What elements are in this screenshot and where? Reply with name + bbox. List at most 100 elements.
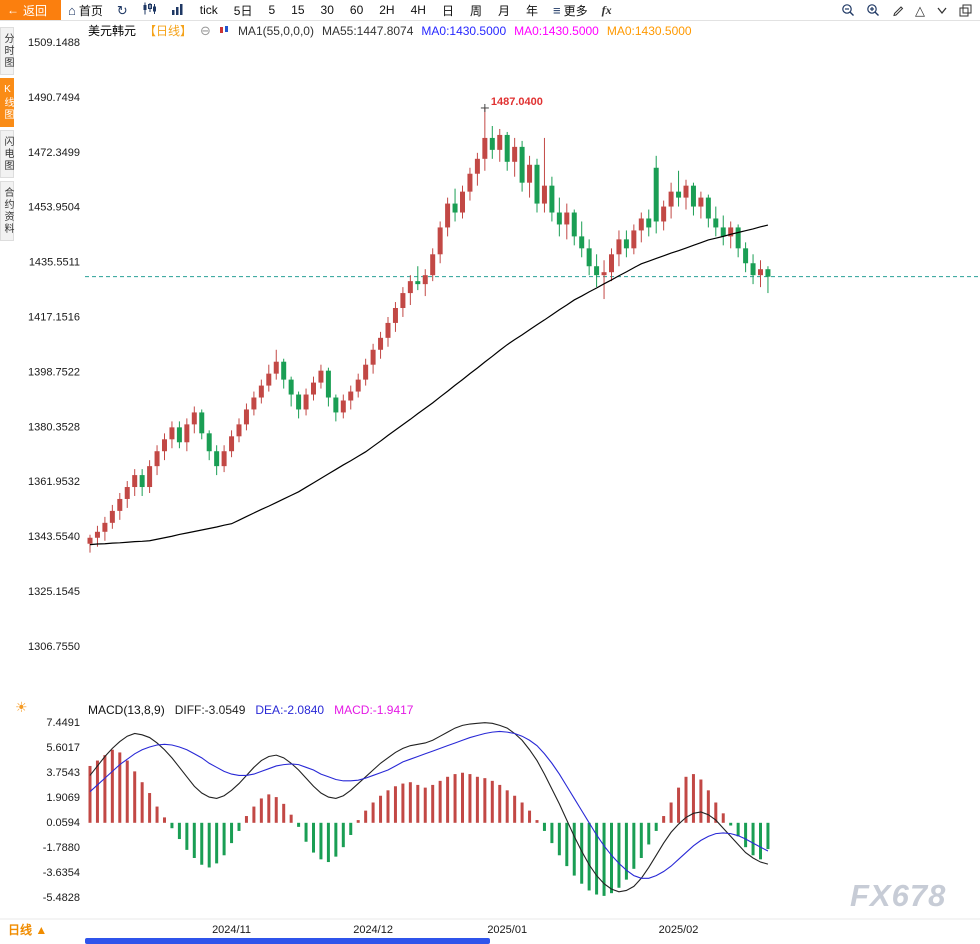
side-tab-label: K线图 bbox=[2, 84, 13, 121]
fx-indicator-button[interactable]: fx bbox=[601, 2, 612, 17]
symbol-name: 美元韩元 bbox=[88, 24, 137, 38]
bottom-period-tab[interactable]: 日线 ▲ bbox=[8, 921, 47, 938]
period-tag: 【日线】 bbox=[144, 24, 193, 38]
horizontal-scrollbar-thumb[interactable] bbox=[85, 938, 490, 944]
period-button[interactable]: 周 bbox=[462, 0, 490, 20]
period-button[interactable]: 2H bbox=[371, 0, 402, 20]
period-button[interactable]: 月 bbox=[490, 0, 518, 20]
candlestick-chart-icon bbox=[142, 2, 157, 18]
macd-title[interactable]: MACD(13,8,9) bbox=[88, 703, 165, 717]
period-label: 15 bbox=[291, 3, 305, 17]
svg-text:-1.7880: -1.7880 bbox=[43, 842, 80, 854]
side-tab-label: 闪电图 bbox=[2, 136, 13, 172]
svg-text:1472.3499: 1472.3499 bbox=[28, 147, 80, 159]
collapse-indicator-icon[interactable]: ⊖ bbox=[200, 23, 211, 38]
side-tab-label: 分时图 bbox=[2, 33, 13, 69]
macd-header: MACD(13,8,9) DIFF:-3.0549 DEA:-2.0840 MA… bbox=[88, 703, 413, 717]
svg-text:1306.7550: 1306.7550 bbox=[28, 641, 80, 653]
home-button[interactable]: ⌂ 首页 bbox=[61, 0, 110, 20]
candles-layer bbox=[87, 107, 771, 553]
popout-button[interactable] bbox=[959, 4, 972, 17]
period-label: 5日 bbox=[233, 3, 253, 18]
kline-chart-type-button[interactable] bbox=[135, 0, 164, 20]
draw-button[interactable] bbox=[891, 4, 904, 17]
period-button[interactable]: 年 bbox=[518, 0, 546, 20]
ma0-value-blue: MA0:1430.5000 bbox=[421, 23, 507, 38]
refresh-button[interactable]: ↻ bbox=[110, 0, 135, 20]
period-buttons: tick 5日 5 15 30 60 2H 4H 日周月年 bbox=[192, 0, 546, 20]
price-axis-labels: 1509.1488 1490.7494 1472.3499 1453.9504 1435… bbox=[28, 37, 80, 653]
svg-text:1490.7494: 1490.7494 bbox=[28, 92, 80, 104]
back-button[interactable]: ← 返回 bbox=[0, 0, 62, 20]
svg-text:2025/02: 2025/02 bbox=[659, 924, 699, 936]
svg-text:1361.9532: 1361.9532 bbox=[28, 476, 80, 488]
left-tab-strip: 分时图 K线图闪电图合约资料 bbox=[0, 27, 14, 241]
period-button[interactable]: 15 bbox=[283, 0, 312, 20]
side-tab[interactable]: 合约资料 bbox=[0, 181, 14, 241]
side-tab-label: 合约资料 bbox=[2, 187, 13, 235]
svg-text:2024/11: 2024/11 bbox=[212, 924, 251, 936]
volume-chart-type-button[interactable] bbox=[164, 0, 192, 20]
svg-text:1380.3528: 1380.3528 bbox=[28, 421, 80, 433]
period-label: 日 bbox=[441, 3, 454, 18]
macd-diff-value: DIFF:-3.0549 bbox=[174, 703, 246, 717]
period-label: 周 bbox=[469, 3, 482, 18]
zoom-in-button[interactable] bbox=[866, 3, 880, 17]
svg-text:1343.5540: 1343.5540 bbox=[28, 531, 80, 543]
period-button[interactable]: 4H bbox=[403, 0, 434, 20]
svg-text:3.7543: 3.7543 bbox=[46, 767, 80, 779]
chart-header: 美元韩元 【日线】 ⊖ MA1(55,0,0,0) MA55:1447.8074… bbox=[88, 22, 692, 39]
svg-text:1435.5511: 1435.5511 bbox=[29, 257, 80, 269]
svg-text:-5.4828: -5.4828 bbox=[43, 892, 80, 904]
period-button[interactable]: 5日 bbox=[226, 0, 261, 20]
svg-text:0.0594: 0.0594 bbox=[46, 817, 80, 829]
pencil-icon bbox=[893, 5, 904, 16]
macd-dea-line bbox=[89, 730, 769, 879]
x-axis-labels: 2024/11 2024/12 2025/01 2025/02 bbox=[212, 924, 698, 936]
period-label: 5 bbox=[268, 3, 276, 17]
side-tab[interactable]: 闪电图 bbox=[0, 130, 14, 178]
watermark: FX678 bbox=[850, 878, 947, 913]
macd-histogram bbox=[88, 749, 770, 896]
expand-button[interactable] bbox=[936, 4, 948, 16]
peak-annotation: 1487.0400 bbox=[480, 96, 543, 112]
indicator-settings-icon[interactable]: ☀ bbox=[15, 699, 28, 715]
top-toolbar: ← 返回 ⌂ 首页 ↻ tick 5日 5 15 30 60 2H 4H 日周月年 ≡ 更多 f… bbox=[0, 0, 980, 21]
macd-macd-value: MACD:-1.9417 bbox=[334, 703, 414, 717]
period-button[interactable]: 30 bbox=[313, 0, 342, 20]
refresh-icon: ↻ bbox=[116, 2, 128, 18]
period-label: 4H bbox=[410, 3, 426, 17]
svg-text:2024/12: 2024/12 bbox=[353, 924, 393, 936]
macd-diff-line bbox=[89, 722, 769, 893]
ma55-line bbox=[89, 224, 769, 546]
window-icon bbox=[959, 4, 972, 16]
period-label: 2H bbox=[379, 3, 395, 17]
zoom-out-button[interactable] bbox=[841, 3, 855, 17]
side-tab[interactable]: 分时图 bbox=[0, 27, 14, 75]
bottom-tab-arrow-icon: ▲ bbox=[35, 923, 48, 937]
period-button[interactable]: tick bbox=[192, 0, 226, 20]
period-label: 60 bbox=[349, 3, 364, 17]
bar-chart-icon bbox=[171, 2, 185, 18]
period-label: 30 bbox=[320, 3, 334, 17]
svg-text:7.4491: 7.4491 bbox=[46, 717, 80, 729]
macd-axis-labels: 7.4491 5.6017 3.7543 1.9069 0.0594 -1.7880 -3.… bbox=[43, 717, 80, 904]
svg-text:2025/01: 2025/01 bbox=[487, 924, 527, 936]
ma-settings-label[interactable]: MA1(55,0,0,0) bbox=[237, 23, 314, 38]
ma55-value: MA55:1447.8074 bbox=[321, 23, 414, 38]
period-button[interactable]: 5 bbox=[260, 0, 283, 20]
period-button[interactable]: 日 bbox=[434, 0, 462, 20]
right-tool-group: △ bbox=[841, 3, 980, 17]
svg-text:1509.1488: 1509.1488 bbox=[28, 37, 80, 49]
triangle-icon: △ bbox=[915, 2, 925, 18]
ma-indicator-icon[interactable] bbox=[219, 24, 230, 38]
macd-dea-value: DEA:-2.0840 bbox=[255, 703, 325, 717]
side-tab[interactable]: K线图 bbox=[0, 78, 14, 127]
menu-icon: ≡ bbox=[553, 2, 561, 18]
more-button[interactable]: ≡ 更多 bbox=[546, 0, 595, 20]
svg-text:1487.0400: 1487.0400 bbox=[491, 96, 543, 108]
period-button[interactable]: 60 bbox=[342, 0, 371, 20]
shapes-button[interactable]: △ bbox=[915, 4, 925, 17]
